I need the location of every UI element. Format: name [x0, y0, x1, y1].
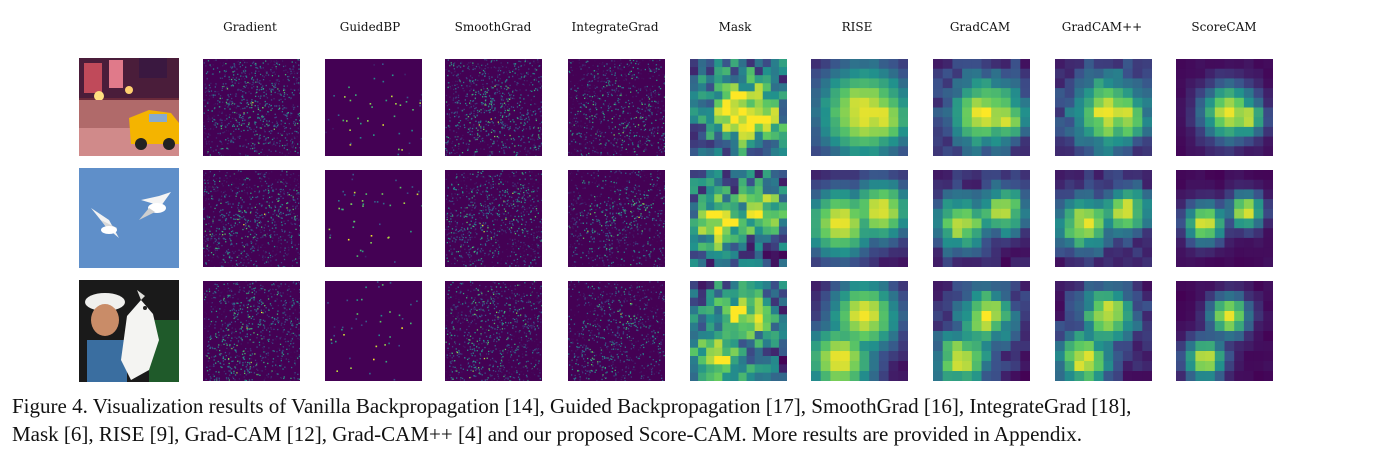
saliency-map-gradcampp-row-2	[1055, 170, 1152, 267]
column-header-gradcampp: GradCAM++	[1061, 20, 1143, 34]
saliency-map-gradient-row-1	[203, 59, 300, 156]
saliency-map-guidedbp-row-2	[325, 170, 422, 267]
saliency-map-gradcam-row-3	[933, 281, 1030, 381]
saliency-map-rise-row-2	[811, 170, 908, 267]
saliency-map-gradcam-row-1	[933, 59, 1030, 156]
saliency-map-rise-row-1	[811, 59, 908, 156]
figure-caption: Figure 4. Visualization results of Vanil…	[12, 392, 1372, 448]
column-header-gradient: Gradient	[223, 20, 277, 34]
saliency-map-mask-row-3	[690, 281, 787, 381]
saliency-map-scorecam-row-3	[1176, 281, 1273, 381]
column-header-mask: Mask	[718, 20, 752, 34]
column-header-scorecam: ScoreCAM	[1191, 20, 1257, 34]
saliency-map-integrategrad-row-3	[568, 281, 665, 381]
saliency-map-integrategrad-row-1	[568, 59, 665, 156]
saliency-map-gradcampp-row-1	[1055, 59, 1152, 156]
saliency-map-gradient-row-3	[203, 281, 300, 381]
saliency-map-guidedbp-row-1	[325, 59, 422, 156]
column-header-gradcam: GradCAM	[949, 20, 1011, 34]
column-header-smoothgrad: SmoothGrad	[454, 20, 532, 34]
column-header-guidedbp: GuidedBP	[339, 20, 401, 34]
saliency-map-gradient-row-2	[203, 170, 300, 267]
saliency-map-gradcampp-row-3	[1055, 281, 1152, 381]
input-image-child-dog	[79, 280, 179, 382]
caption-line-2: Mask [6], RISE [9], Grad-CAM [12], Grad-…	[12, 422, 1082, 446]
column-header-integrategrad: IntegrateGrad	[571, 20, 659, 34]
saliency-map-smoothgrad-row-3	[445, 281, 542, 381]
caption-line-1: Figure 4. Visualization results of Vanil…	[12, 394, 1132, 418]
saliency-map-scorecam-row-1	[1176, 59, 1273, 156]
saliency-map-gradcam-row-2	[933, 170, 1030, 267]
saliency-map-smoothgrad-row-1	[445, 59, 542, 156]
saliency-map-smoothgrad-row-2	[445, 170, 542, 267]
saliency-map-guidedbp-row-3	[325, 281, 422, 381]
input-image-taxi	[79, 58, 179, 156]
saliency-map-mask-row-1	[690, 59, 787, 156]
saliency-map-integrategrad-row-2	[568, 170, 665, 267]
saliency-map-scorecam-row-2	[1176, 170, 1273, 267]
saliency-map-rise-row-3	[811, 281, 908, 381]
saliency-map-mask-row-2	[690, 170, 787, 267]
input-image-birds	[79, 168, 179, 268]
column-header-rise: RISE	[841, 20, 873, 34]
